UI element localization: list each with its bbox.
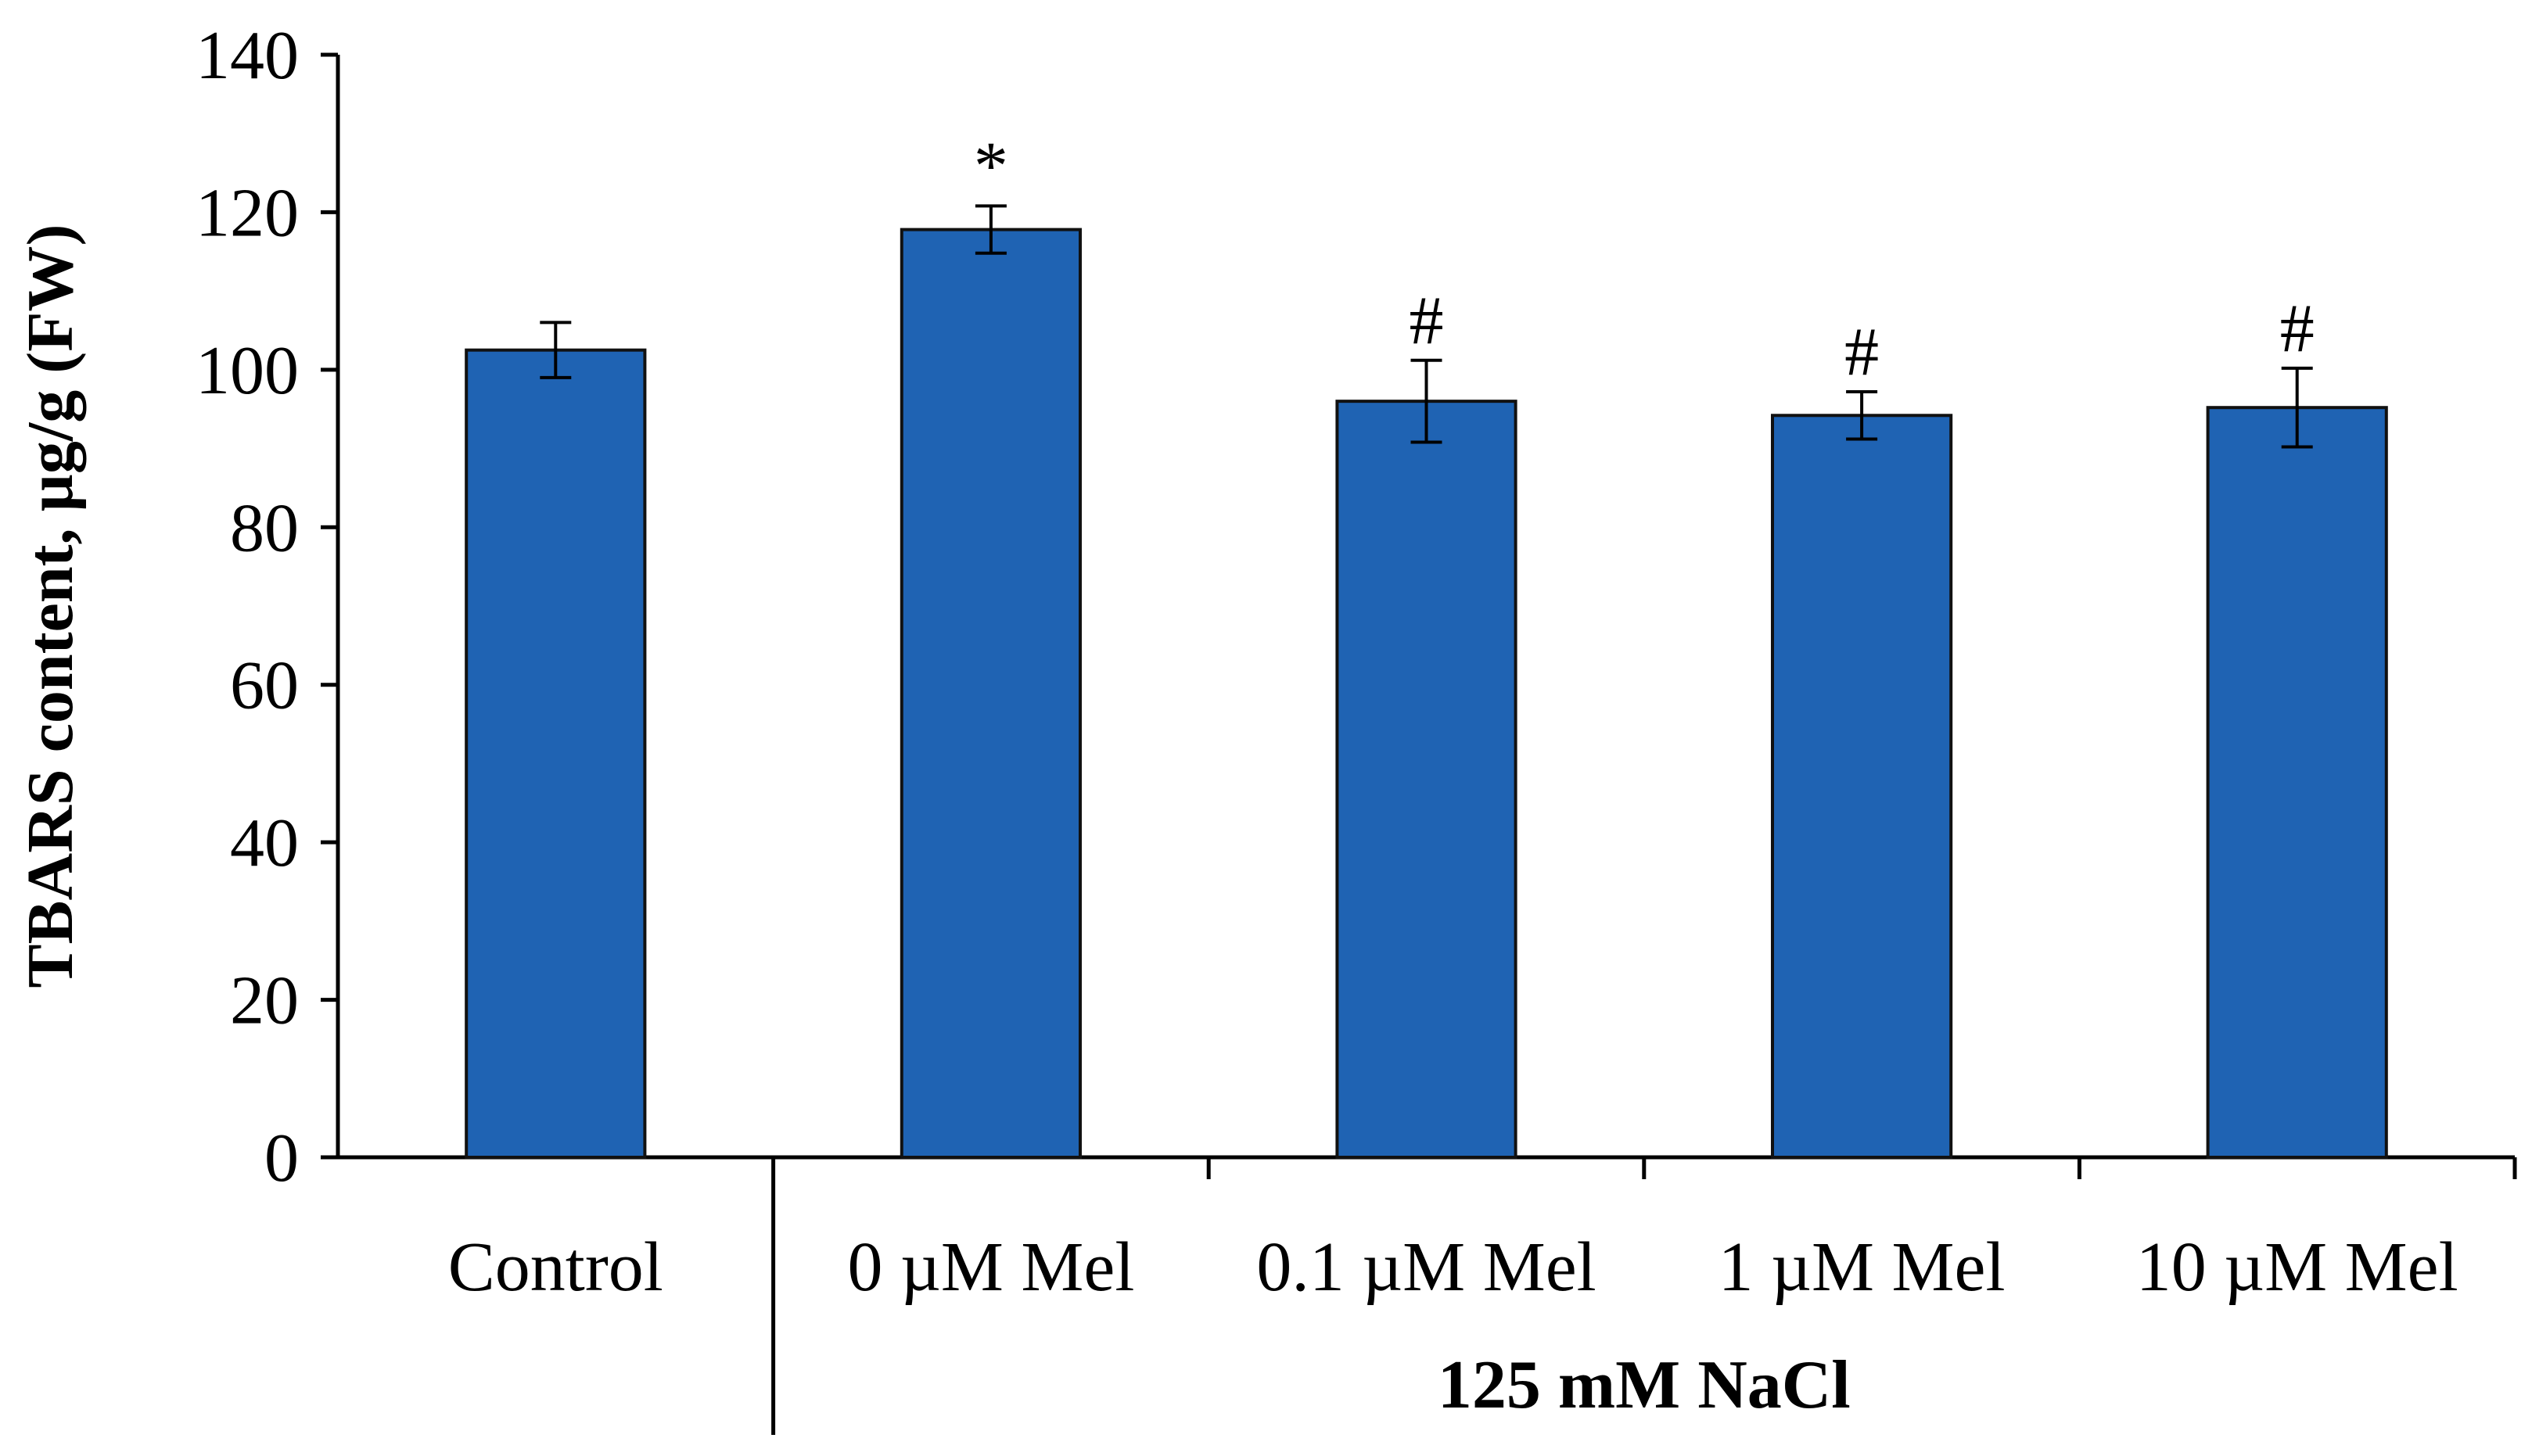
y-tick-label: 20 — [230, 963, 299, 1039]
y-tick-label: 0 — [264, 1121, 299, 1196]
bar-4 — [2206, 406, 2388, 1159]
bar-0 — [465, 348, 647, 1159]
y-axis: 0 20 40 60 80 100 120 140 TBARS content, µg/g (F… — [14, 18, 340, 1196]
bar-2 — [1335, 400, 1517, 1159]
y-tick-label: 40 — [230, 805, 299, 881]
category-label-1: 0 µM Mel — [847, 1228, 1134, 1306]
annotation-1: * — [974, 128, 1008, 204]
y-tick-label: 100 — [196, 333, 299, 409]
category-label-0: Control — [448, 1228, 663, 1306]
y-tick-label: 60 — [230, 648, 299, 724]
annotation-2: # — [1410, 283, 1444, 359]
annotation-3: # — [1844, 314, 1879, 390]
group-label: 125 mM NaCl — [1438, 1347, 1851, 1423]
labels: Control * 0 µM Mel #0.1 µM Mel #1 µM Mel #10 … — [448, 128, 2458, 1423]
bars — [465, 204, 2388, 1160]
bar-3 — [1770, 414, 1953, 1159]
y-tick-label: 140 — [196, 18, 299, 94]
y-tick-label: 120 — [196, 175, 299, 251]
y-tick-label: 80 — [230, 490, 299, 566]
category-label-4: 10 µM Mel — [2136, 1228, 2458, 1306]
category-label-2: 0.1 µM Mel — [1256, 1228, 1596, 1306]
annotation-4: # — [2280, 291, 2315, 367]
bar-1 — [900, 228, 1083, 1160]
y-axis-label: TBARS content, µg/g (FW) — [14, 224, 87, 988]
category-label-3: 1 µM Mel — [1719, 1228, 2006, 1306]
